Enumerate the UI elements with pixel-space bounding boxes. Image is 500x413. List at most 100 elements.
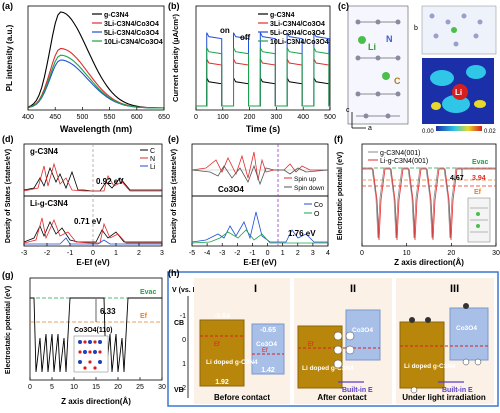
- dos-co3o4-chart: Co3O4 Spin up Spin down Co O 1.76 eV -5 -…: [171, 143, 330, 267]
- section-2-roman: II: [350, 283, 356, 295]
- axis-a-text: a: [368, 125, 372, 132]
- pl-spectra-chart: 400 450 500 550 600 650 Wavelength (nm) PL in…: [5, 5, 170, 134]
- section-3-caption: Under light irradiation: [402, 393, 486, 402]
- tick-label: -1: [249, 250, 255, 257]
- panel-h-label: (h): [168, 268, 180, 278]
- panel-a-label: (a): [2, 1, 13, 11]
- g-xlabel: Z axis direction(Å): [61, 397, 131, 406]
- d-gap-top: 0.92 eV: [96, 177, 124, 186]
- d-gap-bottom: 0.71 eV: [74, 217, 102, 226]
- tick-label: 20: [114, 384, 122, 391]
- co-name-2: Co3O4: [352, 327, 373, 334]
- f-wf2: 3.94: [472, 175, 486, 182]
- on-annotation: on: [220, 26, 230, 35]
- tick-label: 500: [77, 114, 89, 121]
- tick-label: 10: [70, 384, 78, 391]
- legend-label: g-C3N4: [104, 12, 129, 19]
- tick-label: -2: [234, 250, 240, 257]
- co-band-1: [251, 323, 285, 375]
- crystal-structure: Li N C c a b Li 0.00 0.02: [346, 5, 496, 135]
- panel-b-label: (b): [168, 1, 180, 11]
- builtin-3: Built-in E: [442, 387, 473, 394]
- e-legend-co: Co: [314, 202, 323, 209]
- tick-label: 5: [50, 384, 54, 391]
- tick-label: 1: [281, 250, 285, 257]
- tick-label: -5: [189, 250, 195, 257]
- tick-label: -3: [219, 250, 225, 257]
- h-tick-1: 1: [182, 361, 186, 368]
- tick-label: 650: [158, 114, 170, 121]
- g-ef: Ef: [140, 313, 148, 320]
- photocurrent-chart: 0 100 200 300 400 500 on off Time (s) Current…: [171, 5, 336, 134]
- legend-label: 5Li-C3N4/Co3O4: [104, 30, 159, 37]
- e-ylabel: Density of States (states/eV): [171, 149, 178, 243]
- co-name-1: Co3O4: [256, 341, 277, 348]
- tick-label: 3: [160, 250, 164, 257]
- e-gap: 1.76 eV: [288, 229, 316, 238]
- colorbar-min: 0.00: [422, 129, 434, 135]
- a-xlabel: Wavelength (nm): [60, 124, 132, 134]
- h-tick-0: 0: [182, 337, 186, 344]
- tick-label: 500: [324, 114, 336, 121]
- tick-label: 2: [137, 250, 141, 257]
- tick-label: 0: [360, 250, 364, 257]
- d-bottom-title: Li-g-C3N4: [30, 199, 68, 208]
- colorbar-max: 0.02: [484, 129, 496, 135]
- tick-label: 400: [22, 114, 34, 121]
- tick-label: -4: [204, 250, 210, 257]
- legend-label: 10Li-C3N4/Co3O4: [104, 39, 163, 46]
- axis-c-text: c: [346, 107, 350, 114]
- legend-label: g-C3N4: [270, 12, 295, 19]
- tick-label: 25: [136, 384, 144, 391]
- f-ef: Ef: [474, 189, 482, 196]
- ef-2: Ef: [262, 348, 268, 354]
- tick-label: 30: [492, 250, 500, 257]
- co-name-3: Co3O4: [456, 325, 477, 332]
- ef-3: Ef: [308, 342, 314, 348]
- tick-label: 10: [403, 250, 411, 257]
- h-vb: VB: [174, 387, 184, 394]
- panel-c-label: (c): [338, 1, 349, 11]
- n-text: N: [386, 34, 393, 44]
- colorbar: [436, 126, 482, 131]
- li-atom: [358, 36, 366, 44]
- tick-label: 550: [104, 114, 116, 121]
- e-xlabel: E-Ef (eV): [243, 258, 277, 267]
- b-xlabel: Time (s): [246, 124, 280, 134]
- potential-co3o4-chart: 6.33 Evac Ef Co3O4(110) 0 5 10 15 20 25 30 Z a…: [5, 277, 166, 406]
- charge-li-text: Li: [455, 88, 462, 97]
- g-struct: Co3O4(110): [74, 327, 113, 334]
- f-xlabel: Z axis direction(Å): [394, 258, 464, 267]
- f-ylabel: Electrostatic potential (eV): [337, 152, 344, 240]
- panel-a: (a) 400 450 500 550 600 650 Wavelength (nm) P…: [0, 0, 170, 135]
- d-legend-li: Li: [150, 164, 156, 171]
- li-name-3: Li doped g-C3N4: [404, 363, 456, 370]
- tick-label: 15: [92, 384, 100, 391]
- tick-label: 0: [28, 384, 32, 391]
- e-top-title: Co3O4: [218, 185, 244, 194]
- d-legend-n: N: [150, 156, 155, 163]
- potential-gc3n4-chart: g-C3N4(001) Li-g-C3N4(001) Evac Ef 4.67 …: [337, 143, 500, 267]
- dos-gc3n4-chart: g-C3N4 Li-g-C3N4 0.92 eV 0.71 eV C N Li …: [5, 143, 164, 267]
- f-evac: Evac: [472, 159, 488, 166]
- tick-label: 300: [271, 114, 283, 121]
- band-diagram: V (vs. NHE) -1 0 1 2 CB VB I -0.84 1.92 …: [167, 271, 499, 407]
- legend-label: 10Li-C3N4/Co3O4: [270, 39, 329, 46]
- g-ylabel: Electrostatic potential (eV): [5, 286, 12, 374]
- tick-label: 30: [158, 384, 166, 391]
- panel-g-label: (g): [2, 270, 14, 280]
- pl-series-line: [27, 54, 164, 109]
- photocurrent-series-line: [196, 77, 330, 107]
- co-cb-value: -0.65: [260, 327, 276, 334]
- panel-f-label: (f): [334, 134, 343, 144]
- panel-h: (h) V (vs. NHE) -1 0 1 2 CB VB I -0.84 1…: [166, 268, 500, 408]
- li-name-2: Li doped g-C3N4: [302, 365, 354, 372]
- e-spin-down: Spin down: [294, 185, 325, 192]
- off-annotation: off: [240, 33, 251, 42]
- d-legend-c: C: [150, 148, 155, 155]
- h-tick-m1: -1: [180, 313, 186, 320]
- tick-label: 400: [297, 114, 309, 121]
- tick-label: 0: [194, 114, 198, 121]
- tick-label: 0: [91, 250, 95, 257]
- tick-label: 1: [114, 250, 118, 257]
